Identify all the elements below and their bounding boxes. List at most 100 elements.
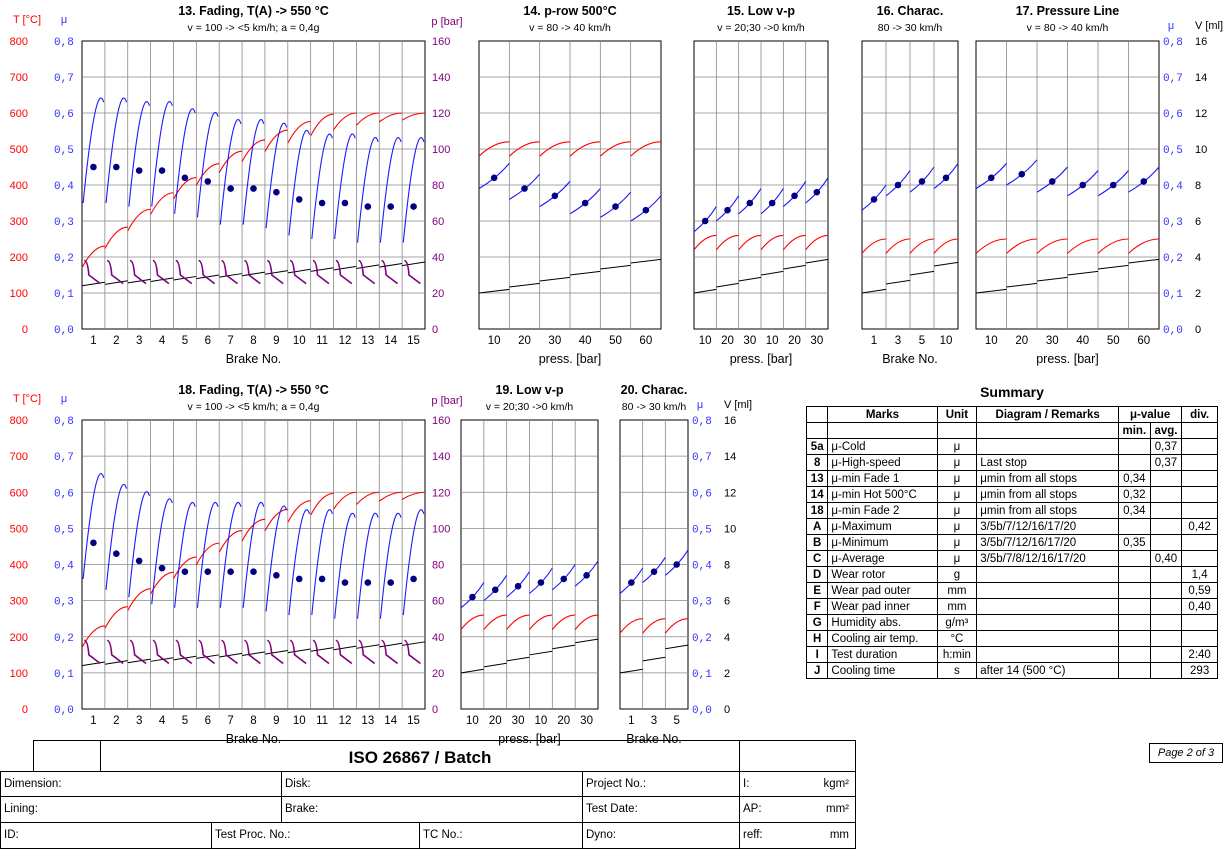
V-tick-label: 12 bbox=[1195, 108, 1207, 120]
summary-div bbox=[1181, 438, 1218, 455]
p-tick-label: 20 bbox=[432, 288, 444, 300]
brake-label: Brake: bbox=[281, 796, 583, 823]
T-tick-label: 0 bbox=[22, 704, 28, 716]
mu-tick-label: 0,7 bbox=[54, 73, 74, 85]
chart-subtitle-c19: v = 20;30 ->0 km/h bbox=[486, 401, 574, 413]
x-tick-label: 20 bbox=[557, 715, 570, 727]
mu-average-point bbox=[273, 572, 280, 579]
V-tick-label: 10 bbox=[724, 523, 736, 535]
summary-avg bbox=[1149, 662, 1183, 679]
mu-average-point bbox=[227, 568, 234, 576]
x-axis-label-c20: Brake No. bbox=[626, 732, 682, 746]
p-tick-label: 140 bbox=[432, 72, 450, 84]
mu-average-point bbox=[250, 568, 257, 576]
mu-tick-label: 0,6 bbox=[54, 109, 74, 121]
mu-tick-label-right: 0,8 bbox=[692, 416, 712, 428]
summary-avg bbox=[1149, 502, 1183, 519]
mu-tick-label: 0,4 bbox=[54, 181, 74, 193]
summary-key: C bbox=[805, 550, 829, 567]
summary-div bbox=[1181, 550, 1218, 567]
mu-average-point bbox=[135, 167, 143, 174]
mu-average-point bbox=[113, 550, 120, 557]
chart-subtitle-c13: v = 100 -> <5 km/h; a = 0,4g bbox=[188, 22, 320, 34]
summary-key: E bbox=[805, 582, 829, 599]
p-tick-label: 80 bbox=[432, 180, 444, 192]
summary-unit: μ bbox=[936, 454, 978, 471]
mu-average-point bbox=[90, 539, 97, 547]
T-tick-label: 500 bbox=[10, 144, 28, 156]
x-tick-label: 4 bbox=[159, 335, 166, 347]
T-axis-title: T [°C] bbox=[13, 14, 41, 26]
summary-unit: h:min bbox=[936, 646, 978, 663]
mu-average-point bbox=[551, 192, 559, 200]
summary-mark: μ-Minimum bbox=[827, 534, 938, 551]
x-tick-label: 60 bbox=[639, 335, 652, 347]
x-tick-label: 13 bbox=[361, 715, 374, 727]
summary-avg: 0,37 bbox=[1149, 438, 1183, 455]
chart-title-c17: 17. Pressure Line bbox=[1016, 4, 1120, 18]
V-tick-label: 4 bbox=[1195, 252, 1201, 264]
mu-average-point bbox=[250, 185, 257, 192]
mu-average-point bbox=[521, 185, 528, 192]
summary-div: 0,42 bbox=[1181, 518, 1218, 535]
mu-curve bbox=[82, 97, 425, 243]
p-tick-label: 80 bbox=[432, 560, 444, 572]
mu-average-point bbox=[410, 203, 417, 210]
x-tick-label: 11 bbox=[316, 335, 328, 347]
mu-tick-label: 0,4 bbox=[54, 561, 74, 573]
summary-row: F Wear pad inner mm 0,40 bbox=[805, 598, 1218, 615]
mu-average-point bbox=[768, 199, 776, 207]
mu-tick-label: 0,3 bbox=[54, 217, 74, 229]
mu-average-point bbox=[514, 582, 522, 590]
summary-unit: μ bbox=[936, 470, 978, 487]
summary-min bbox=[1118, 454, 1151, 471]
x-tick-label: 30 bbox=[810, 335, 823, 347]
temperature-curve bbox=[975, 238, 1160, 254]
mu-average-point bbox=[560, 575, 568, 583]
x-tick-label: 10 bbox=[699, 335, 712, 347]
summary-min: 0,32 bbox=[1118, 486, 1151, 503]
summary-avg bbox=[1149, 518, 1183, 535]
mu-average-point bbox=[894, 181, 902, 189]
summary-remark: 3/5b/7/12/16/17/20 bbox=[976, 518, 1120, 535]
wear-curve bbox=[81, 641, 426, 667]
summary-row: 14 μ-min Hot 500°C μ μmin from all stops 0,3… bbox=[805, 486, 1218, 503]
summary-key: J bbox=[805, 662, 829, 679]
summary-key: 14 bbox=[805, 486, 829, 503]
title-block: ISO 26867 / Batch Dimension: Disk: Proje… bbox=[0, 740, 856, 849]
summary-avg bbox=[1149, 582, 1183, 599]
summary-title: Summary bbox=[980, 384, 1044, 400]
mu-average-point bbox=[469, 593, 476, 601]
mu-average-point bbox=[724, 206, 731, 214]
chart-title-c13: 13. Fading, T(A) -> 550 °C bbox=[178, 4, 329, 18]
inertia-label: I: bbox=[743, 778, 750, 790]
page-number: Page 2 of 3 bbox=[1149, 743, 1223, 763]
summary-mark: μ-High-speed bbox=[827, 454, 938, 471]
x-tick-label: 1 bbox=[90, 715, 96, 727]
x-tick-label: 30 bbox=[512, 715, 525, 727]
summary-div bbox=[1181, 534, 1218, 551]
V-tick-label: 0 bbox=[1195, 324, 1201, 336]
mu-tick-label: 0,2 bbox=[54, 253, 74, 265]
T-tick-label: 800 bbox=[10, 36, 28, 48]
mu-average-point bbox=[204, 568, 212, 576]
T-tick-label: 400 bbox=[10, 180, 28, 192]
mu-tick-label: 0,8 bbox=[54, 416, 74, 428]
p-tick-label: 20 bbox=[432, 668, 444, 680]
summary-avg bbox=[1149, 598, 1183, 615]
summary-min bbox=[1118, 646, 1151, 663]
p-axis-title: p [bar] bbox=[431, 395, 462, 407]
summary-div: 293 bbox=[1181, 662, 1218, 679]
x-axis-label-c16: Brake No. bbox=[882, 352, 938, 366]
mu-average-point bbox=[942, 174, 950, 182]
summary-unit: μ bbox=[936, 502, 978, 519]
id-label: ID: bbox=[0, 822, 212, 849]
x-tick-label: 4 bbox=[159, 715, 166, 727]
summary-unit: μ bbox=[936, 534, 978, 551]
x-tick-label: 20 bbox=[489, 715, 502, 727]
mu-average-point bbox=[90, 163, 97, 171]
T-tick-label: 300 bbox=[10, 596, 28, 608]
V-tick-label: 14 bbox=[724, 451, 736, 463]
x-axis-label-c19: press. [bar] bbox=[498, 732, 561, 746]
